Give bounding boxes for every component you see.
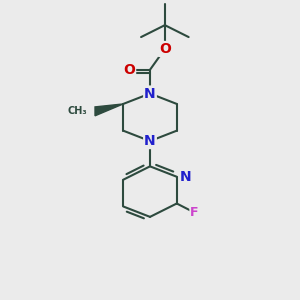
Text: O: O	[123, 63, 135, 77]
Text: N: N	[180, 170, 191, 184]
Text: F: F	[190, 206, 199, 219]
Polygon shape	[95, 104, 123, 116]
Text: O: O	[159, 42, 171, 56]
Text: CH₃: CH₃	[68, 106, 88, 116]
Text: N: N	[144, 86, 156, 100]
Text: N: N	[144, 134, 156, 148]
